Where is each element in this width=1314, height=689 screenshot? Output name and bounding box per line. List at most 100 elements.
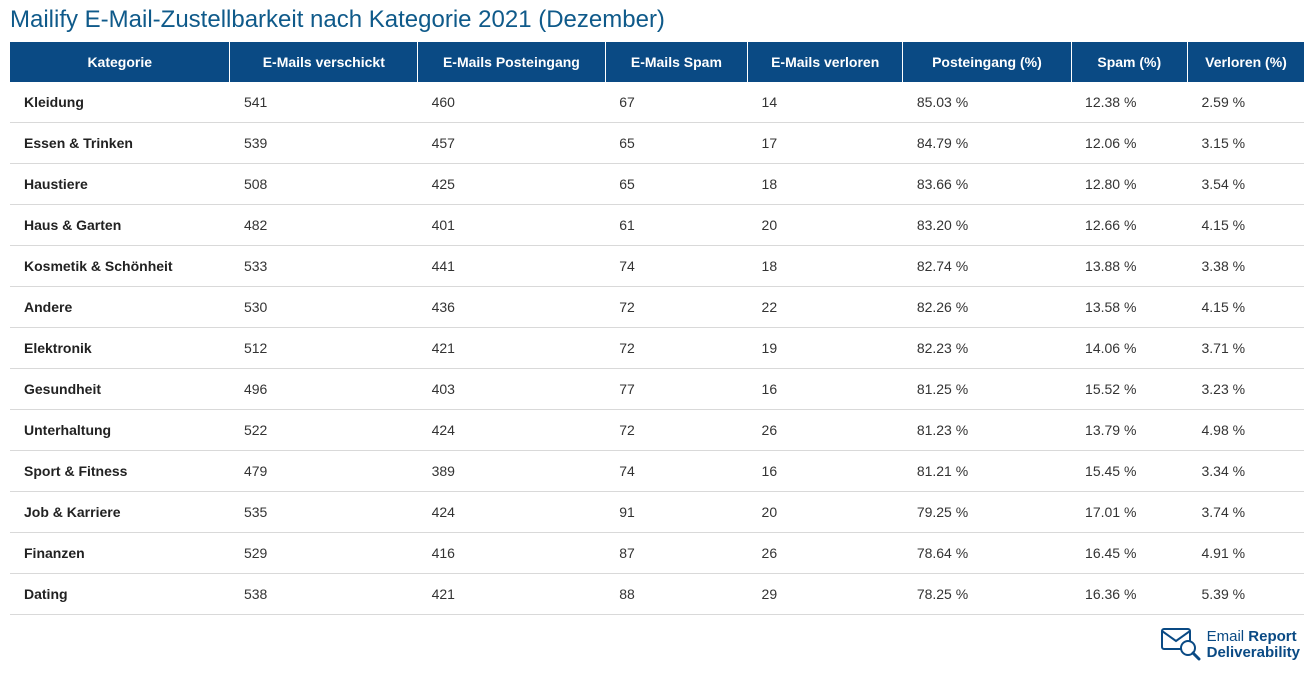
value-cell: 14.06 %: [1071, 328, 1187, 369]
value-cell: 3.23 %: [1187, 369, 1304, 410]
column-header: E-Mails Posteingang: [418, 42, 606, 82]
value-cell: 82.23 %: [903, 328, 1071, 369]
value-cell: 13.88 %: [1071, 246, 1187, 287]
category-cell: Finanzen: [10, 533, 230, 574]
value-cell: 401: [418, 205, 606, 246]
value-cell: 78.25 %: [903, 574, 1071, 615]
table-row: Kleidung541460671485.03 %12.38 %2.59 %: [10, 82, 1304, 123]
table-row: Unterhaltung522424722681.23 %13.79 %4.98…: [10, 410, 1304, 451]
column-header: Kategorie: [10, 42, 230, 82]
brand-line1a: Email: [1207, 628, 1249, 645]
value-cell: 79.25 %: [903, 492, 1071, 533]
value-cell: 17.01 %: [1071, 492, 1187, 533]
value-cell: 65: [605, 164, 747, 205]
table-row: Haustiere508425651883.66 %12.80 %3.54 %: [10, 164, 1304, 205]
value-cell: 87: [605, 533, 747, 574]
category-cell: Job & Karriere: [10, 492, 230, 533]
value-cell: 538: [230, 574, 418, 615]
value-cell: 2.59 %: [1187, 82, 1304, 123]
value-cell: 522: [230, 410, 418, 451]
envelope-magnifier-icon: [1159, 623, 1201, 666]
value-cell: 4.15 %: [1187, 287, 1304, 328]
category-cell: Andere: [10, 287, 230, 328]
value-cell: 14: [748, 82, 903, 123]
value-cell: 29: [748, 574, 903, 615]
value-cell: 529: [230, 533, 418, 574]
value-cell: 81.21 %: [903, 451, 1071, 492]
value-cell: 83.66 %: [903, 164, 1071, 205]
value-cell: 72: [605, 328, 747, 369]
brand-line1b: Report: [1248, 628, 1296, 645]
value-cell: 12.80 %: [1071, 164, 1187, 205]
value-cell: 535: [230, 492, 418, 533]
value-cell: 13.58 %: [1071, 287, 1187, 328]
category-cell: Haus & Garten: [10, 205, 230, 246]
value-cell: 541: [230, 82, 418, 123]
category-cell: Dating: [10, 574, 230, 615]
value-cell: 16.36 %: [1071, 574, 1187, 615]
value-cell: 82.26 %: [903, 287, 1071, 328]
value-cell: 22: [748, 287, 903, 328]
brand-line2: Deliverability: [1207, 645, 1300, 661]
value-cell: 425: [418, 164, 606, 205]
report-container: Mailify E-Mail-Zustellbarkeit nach Kateg…: [0, 6, 1314, 615]
value-cell: 4.91 %: [1187, 533, 1304, 574]
value-cell: 18: [748, 246, 903, 287]
value-cell: 3.15 %: [1187, 123, 1304, 164]
value-cell: 83.20 %: [903, 205, 1071, 246]
value-cell: 82.74 %: [903, 246, 1071, 287]
value-cell: 26: [748, 533, 903, 574]
table-row: Dating538421882978.25 %16.36 %5.39 %: [10, 574, 1304, 615]
column-header: Spam (%): [1071, 42, 1187, 82]
page-title: Mailify E-Mail-Zustellbarkeit nach Kateg…: [10, 6, 1304, 34]
value-cell: 15.52 %: [1071, 369, 1187, 410]
value-cell: 78.64 %: [903, 533, 1071, 574]
value-cell: 74: [605, 451, 747, 492]
brand-text: Email Report Deliverability: [1207, 629, 1300, 661]
value-cell: 16: [748, 369, 903, 410]
value-cell: 67: [605, 82, 747, 123]
value-cell: 17: [748, 123, 903, 164]
value-cell: 65: [605, 123, 747, 164]
value-cell: 20: [748, 205, 903, 246]
value-cell: 18: [748, 164, 903, 205]
value-cell: 16.45 %: [1071, 533, 1187, 574]
column-header: E-Mails verloren: [748, 42, 903, 82]
value-cell: 424: [418, 410, 606, 451]
value-cell: 389: [418, 451, 606, 492]
table-row: Sport & Fitness479389741681.21 %15.45 %3…: [10, 451, 1304, 492]
column-header: Verloren (%): [1187, 42, 1304, 82]
table-row: Essen & Trinken539457651784.79 %12.06 %3…: [10, 123, 1304, 164]
category-cell: Sport & Fitness: [10, 451, 230, 492]
value-cell: 16: [748, 451, 903, 492]
table-body: Kleidung541460671485.03 %12.38 %2.59 %Es…: [10, 82, 1304, 615]
category-cell: Unterhaltung: [10, 410, 230, 451]
value-cell: 72: [605, 410, 747, 451]
table-row: Elektronik512421721982.23 %14.06 %3.71 %: [10, 328, 1304, 369]
value-cell: 3.74 %: [1187, 492, 1304, 533]
value-cell: 482: [230, 205, 418, 246]
value-cell: 74: [605, 246, 747, 287]
column-header: E-Mails Spam: [605, 42, 747, 82]
table-row: Job & Karriere535424912079.25 %17.01 %3.…: [10, 492, 1304, 533]
value-cell: 533: [230, 246, 418, 287]
value-cell: 3.38 %: [1187, 246, 1304, 287]
column-header: E-Mails verschickt: [230, 42, 418, 82]
value-cell: 81.25 %: [903, 369, 1071, 410]
deliverability-table: KategorieE-Mails verschicktE-Mails Poste…: [10, 42, 1304, 615]
value-cell: 539: [230, 123, 418, 164]
category-cell: Kosmetik & Schönheit: [10, 246, 230, 287]
value-cell: 77: [605, 369, 747, 410]
value-cell: 496: [230, 369, 418, 410]
value-cell: 4.15 %: [1187, 205, 1304, 246]
brand-logo: Email Report Deliverability: [1159, 623, 1300, 666]
value-cell: 436: [418, 287, 606, 328]
table-row: Kosmetik & Schönheit533441741882.74 %13.…: [10, 246, 1304, 287]
table-row: Haus & Garten482401612083.20 %12.66 %4.1…: [10, 205, 1304, 246]
value-cell: 26: [748, 410, 903, 451]
table-row: Andere530436722282.26 %13.58 %4.15 %: [10, 287, 1304, 328]
value-cell: 3.71 %: [1187, 328, 1304, 369]
value-cell: 530: [230, 287, 418, 328]
value-cell: 85.03 %: [903, 82, 1071, 123]
category-cell: Elektronik: [10, 328, 230, 369]
